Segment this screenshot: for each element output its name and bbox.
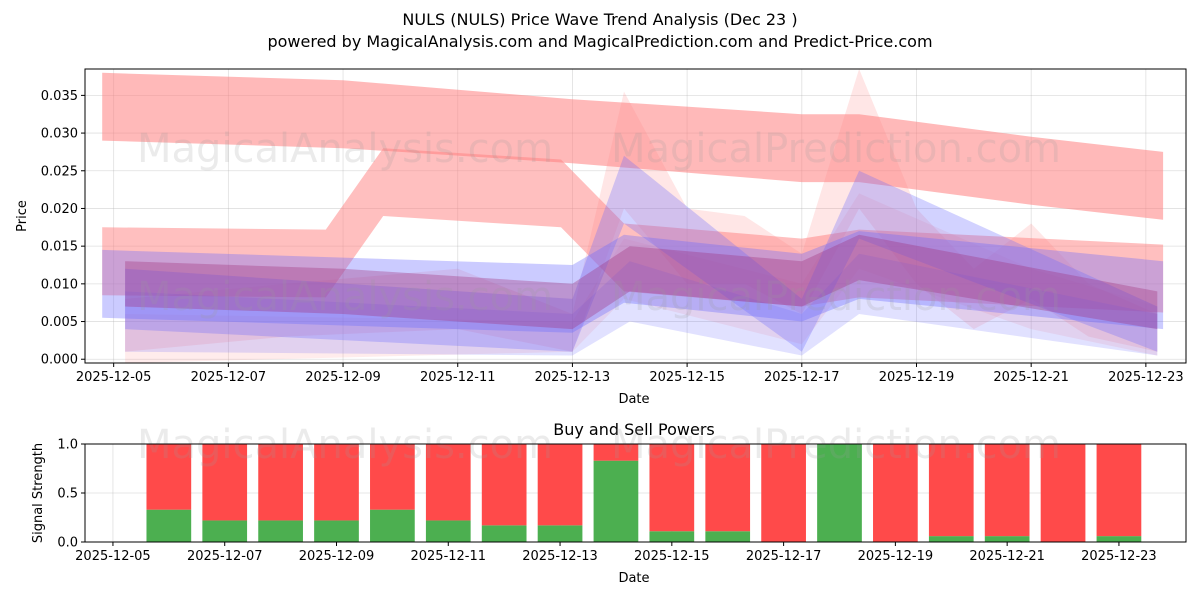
watermark-right-3: MagicalPrediction.com	[611, 422, 1061, 468]
power-watermark: MagicalAnalysis.com MagicalPrediction.co…	[137, 422, 1061, 468]
buy-bar	[928, 536, 974, 542]
buy-bar	[705, 531, 751, 542]
watermark-right: MagicalPrediction.com	[611, 126, 1061, 172]
price-x-tick-label: 2025-12-05	[76, 370, 152, 385]
power-x-tick-label: 2025-12-11	[410, 549, 486, 564]
sell-bar	[146, 444, 192, 510]
price-x-label: Date	[618, 392, 649, 407]
buy-bar	[370, 509, 415, 542]
price-y-tick-label: 0.035	[41, 89, 78, 104]
price-y-tick-label: 0.015	[41, 240, 78, 255]
price-x-tick-label: 2025-12-21	[993, 370, 1069, 385]
power-x-tick-label: 2025-12-21	[969, 549, 1045, 564]
price-x-tick-label: 2025-12-11	[420, 370, 496, 385]
buy-bar	[817, 444, 862, 542]
watermark-left-3: MagicalAnalysis.com	[137, 422, 553, 468]
buy-bar	[258, 520, 303, 542]
price-y-tick-label: 0.005	[41, 315, 78, 330]
sell-bar	[481, 444, 527, 526]
watermark-right-2: MagicalPrediction.com	[611, 274, 1061, 320]
price-x-tick-label: 2025-12-09	[305, 370, 381, 385]
power-x-tick-label: 2025-12-15	[634, 549, 710, 564]
sell-bar	[761, 444, 806, 542]
price-band-blue-wave-3	[125, 253, 1158, 356]
price-x-tick-label: 2025-12-15	[649, 370, 725, 385]
price-watermark: MagicalAnalysis.com MagicalPrediction.co…	[137, 126, 1061, 320]
power-bars	[146, 444, 1142, 542]
price-y-tick-label: 0.020	[41, 202, 78, 217]
price-band-upper-red-band	[102, 72, 1164, 220]
power-axes: 2025-12-05 2025-12-07 2025-12-09 2025-12-11…	[57, 438, 1156, 565]
price-x-tick-label: 2025-12-17	[764, 370, 840, 385]
power-x-tick-label: 2025-12-05	[75, 549, 151, 564]
sell-bar	[1096, 444, 1142, 537]
power-y-tick-label: 0.5	[57, 487, 78, 502]
chart-subtitle: powered by MagicalAnalysis.com and Magic…	[267, 32, 933, 51]
price-y-label: Price	[15, 200, 30, 232]
buy-bar	[481, 525, 527, 542]
price-y-tick-label: 0.010	[41, 277, 78, 292]
buy-bar	[537, 525, 583, 542]
price-axes: 2025-12-05 2025-12-07 2025-12-09 2025-12-11…	[41, 89, 1184, 385]
price-plot-frame	[84, 68, 1187, 364]
price-x-tick-label: 2025-12-23	[1108, 370, 1184, 385]
buy-bar	[314, 520, 359, 542]
buy-bar	[984, 536, 1030, 542]
watermark-left-2: MagicalAnalysis.com	[137, 274, 553, 320]
buy-bar	[425, 520, 471, 542]
buy-bar	[593, 460, 639, 542]
price-band-blue-wave-1	[102, 231, 1164, 333]
watermark-left: MagicalAnalysis.com	[137, 126, 553, 172]
power-x-tick-label: 2025-12-07	[187, 549, 263, 564]
price-x-tick-label: 2025-12-07	[191, 370, 267, 385]
sell-bar	[314, 444, 359, 521]
price-x-tick-label: 2025-12-19	[879, 370, 955, 385]
price-y-tick-label: 0.030	[41, 127, 78, 142]
price-band-red-wave-3	[125, 193, 1158, 363]
price-bands	[102, 69, 1164, 363]
power-x-tick-label: 2025-12-19	[858, 549, 934, 564]
power-y-tick-label: 1.0	[57, 438, 78, 453]
sell-bar	[984, 444, 1030, 537]
sell-bar	[649, 444, 695, 532]
power-x-tick-label: 2025-12-17	[746, 549, 822, 564]
buy-bar	[1096, 536, 1142, 542]
sell-bar	[593, 444, 639, 461]
power-x-tick-label: 2025-12-13	[522, 549, 598, 564]
power-x-tick-label: 2025-12-23	[1081, 549, 1157, 564]
power-x-label: Date	[618, 571, 649, 586]
sell-bar	[537, 444, 583, 526]
buy-bar	[649, 531, 695, 542]
price-band-blue-wave-2	[125, 155, 1158, 352]
sell-bar	[1040, 444, 1086, 542]
sell-bar	[258, 444, 303, 521]
sell-bar	[928, 444, 974, 537]
price-y-tick-label: 0.000	[41, 353, 78, 368]
price-band-red-wave-2	[125, 69, 1158, 352]
sell-bar	[705, 444, 751, 532]
power-title: Buy and Sell Powers	[553, 420, 715, 439]
price-band-red-wave-1	[102, 148, 1164, 313]
sell-bar	[202, 444, 248, 521]
power-y-label: Signal Strength	[31, 443, 46, 543]
chart-title: NULS (NULS) Price Wave Trend Analysis (D…	[402, 10, 798, 29]
price-x-tick-label: 2025-12-13	[535, 370, 611, 385]
power-y-tick-label: 0.0	[57, 536, 78, 551]
sell-bar	[370, 444, 415, 510]
price-y-tick-label: 0.025	[41, 164, 78, 179]
sell-bar	[873, 444, 918, 542]
buy-bar	[202, 520, 248, 542]
power-x-tick-label: 2025-12-09	[299, 549, 375, 564]
buy-bar	[146, 509, 192, 542]
sell-bar	[425, 444, 471, 521]
price-band-purple-wave	[125, 234, 1158, 330]
